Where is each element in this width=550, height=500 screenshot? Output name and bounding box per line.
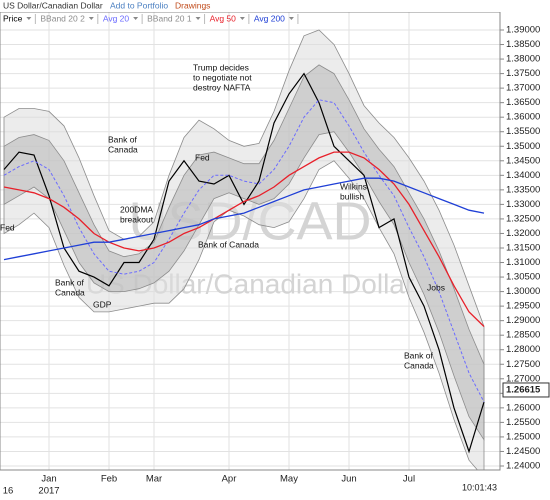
- y-tick-label: 1.28000: [506, 344, 540, 355]
- y-tick-label: 1.36500: [506, 97, 540, 108]
- y-tick-label: 1.30000: [506, 286, 540, 297]
- annotation: bullish: [340, 191, 364, 201]
- y-tick-label: 1.39000: [506, 25, 540, 36]
- x-tick-label: Jul: [403, 474, 415, 485]
- legend-dropdown: [133, 17, 139, 20]
- legend-dropdown: [288, 17, 294, 20]
- annotation: Wilkins: [340, 181, 367, 191]
- y-tick-label: 1.35500: [506, 126, 540, 137]
- annotation: Canada: [55, 287, 85, 297]
- series-line: [3, 151, 485, 327]
- legend: Price BBand 20 2 Avg 20 BBand 20 1 Avg 50 Avg…: [3, 13, 299, 24]
- series-line: [3, 72, 485, 454]
- legend-entry[interactable]: Avg 50: [210, 13, 237, 23]
- legend-entry[interactable]: Avg 20: [103, 13, 130, 23]
- legend-entry[interactable]: BBand 20 1: [147, 13, 192, 23]
- y-tick-label: 1.28500: [506, 330, 540, 341]
- y-tick-label: 1.24000: [506, 461, 540, 472]
- y-tick-label: 1.37000: [506, 83, 540, 94]
- x-tick-label: Apr: [222, 474, 237, 485]
- y-tick-label: 1.38500: [506, 39, 540, 50]
- x-tick-label: Feb: [101, 474, 117, 485]
- y-tick-label: 1.32000: [506, 228, 540, 239]
- header-bar: [0, 0, 550, 12]
- legend-dropdown: [195, 17, 201, 20]
- price-tag: [502, 382, 550, 398]
- y-tick-label: 1.33000: [506, 199, 540, 210]
- annotation: Jobs: [427, 282, 445, 292]
- y-tick-label: 1.35000: [506, 141, 540, 152]
- annotation: 200DMA: [120, 204, 153, 214]
- y-tick-label: 1.34000: [506, 170, 540, 181]
- x-tick-label: Jun: [341, 474, 356, 485]
- x-sublabel: 2017: [38, 486, 59, 497]
- annotation: destroy NAFTA: [193, 82, 251, 92]
- annotation: Fed: [0, 222, 15, 232]
- header-link[interactable]: Add to Portfolio: [110, 0, 168, 10]
- series-line: [3, 177, 485, 261]
- annotation: Canada: [108, 144, 138, 154]
- legend-dropdown: [88, 17, 94, 20]
- y-tick-label: 1.29500: [506, 301, 540, 312]
- y-tick-label: 1.36000: [506, 112, 540, 123]
- legend-entry[interactable]: BBand 20 2: [40, 13, 85, 23]
- y-tick-label: 1.29000: [506, 315, 540, 326]
- annotation: to negotiate not: [193, 72, 252, 82]
- plot-area: [3, 29, 485, 470]
- x-tick-label: Jan: [41, 474, 56, 485]
- y-tick-label: 1.27500: [506, 359, 540, 370]
- price-tag-label: 1.26615: [506, 384, 541, 395]
- series-line: [3, 99, 485, 403]
- timestamp: 10:01:43: [462, 482, 497, 492]
- annotation: Fed: [195, 152, 210, 162]
- y-tick-label: 1.30500: [506, 272, 540, 283]
- legend-dropdown: [239, 17, 245, 20]
- y-tick-label: 1.33500: [506, 184, 540, 195]
- y-axis: 1.240001.245001.250001.255001.260001.265…: [500, 25, 550, 472]
- y-tick-label: 1.37500: [506, 68, 540, 79]
- y-tick-label: 1.32500: [506, 213, 540, 224]
- y-tick-label: 1.25000: [506, 431, 540, 442]
- y-tick-label: 1.31000: [506, 257, 540, 268]
- annotation: Bank of: [55, 277, 84, 287]
- x-sublabel: 16: [3, 486, 14, 497]
- annotation: Canada: [404, 360, 434, 370]
- annotation: Bank of: [404, 350, 433, 360]
- annotation: Trump decides: [193, 62, 249, 72]
- y-tick-label: 1.31500: [506, 243, 540, 254]
- header-link[interactable]: Drawings: [175, 0, 210, 10]
- legend-entry[interactable]: Avg 200: [254, 13, 285, 23]
- y-tick-label: 1.25500: [506, 417, 540, 428]
- legend-entry[interactable]: Price: [3, 13, 23, 23]
- x-tick-label: Mar: [146, 474, 162, 485]
- header-title: US Dollar/Canadian Dollar: [3, 0, 103, 10]
- y-tick-label: 1.34500: [506, 155, 540, 166]
- annotation: Bank of: [108, 134, 137, 144]
- y-tick-label: 1.26000: [506, 402, 540, 413]
- legend-dropdown: [26, 17, 32, 20]
- x-tick-label: May: [280, 474, 298, 485]
- y-tick-label: 1.24500: [506, 446, 540, 457]
- annotation: breakout: [120, 214, 154, 224]
- y-tick-label: 1.27000: [506, 373, 540, 384]
- annotation: GDP: [93, 299, 112, 309]
- annotation: Bank of Canada: [198, 239, 259, 249]
- y-tick-label: 1.38000: [506, 54, 540, 65]
